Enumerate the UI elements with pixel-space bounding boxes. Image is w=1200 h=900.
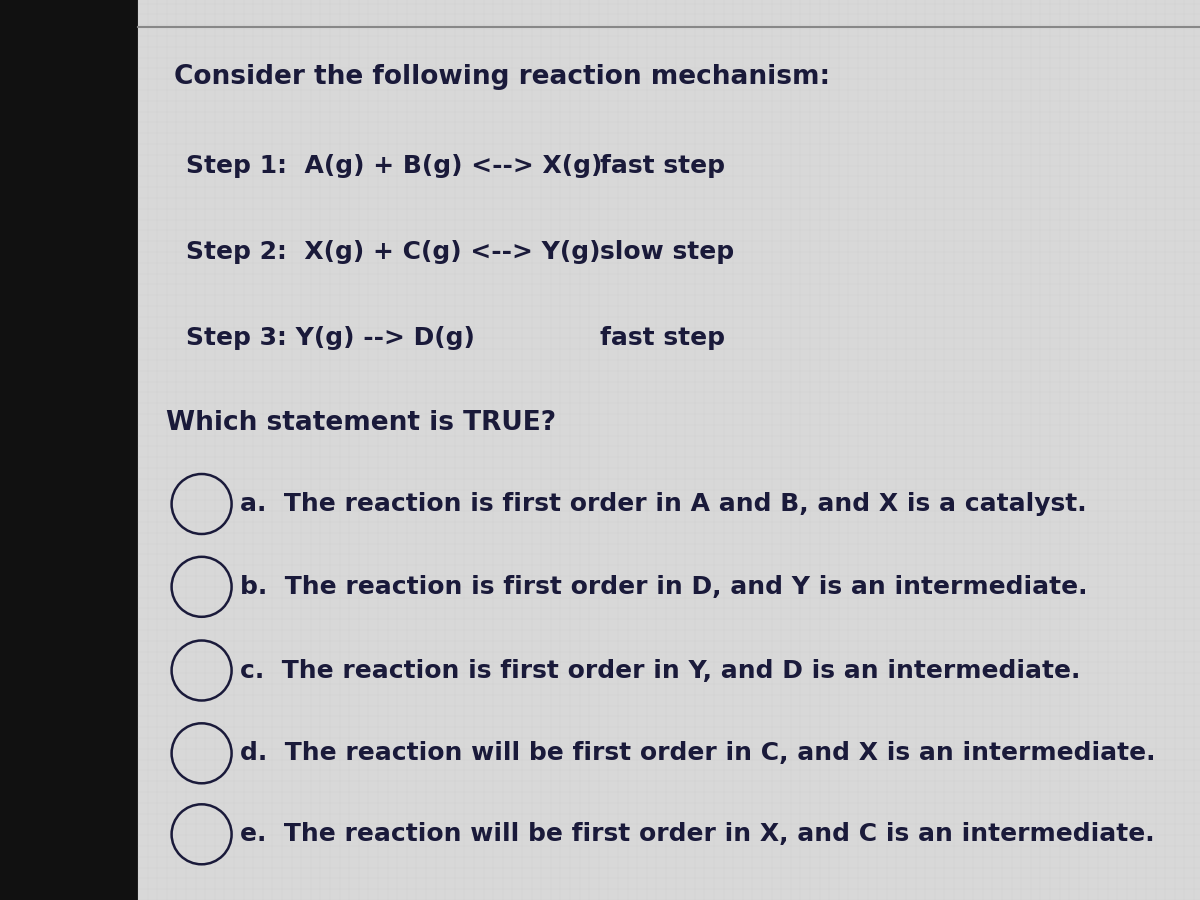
Text: c.  The reaction is first order in Y, and D is an intermediate.: c. The reaction is first order in Y, and… — [240, 659, 1080, 682]
Text: fast step: fast step — [600, 155, 725, 178]
Bar — [0, 0, 138, 900]
Text: slow step: slow step — [600, 240, 734, 264]
Text: a.  The reaction is first order in A and B, and X is a catalyst.: a. The reaction is first order in A and … — [240, 492, 1087, 516]
Text: fast step: fast step — [600, 326, 725, 349]
Text: b.  The reaction is first order in D, and Y is an intermediate.: b. The reaction is first order in D, and… — [240, 575, 1087, 598]
Text: Consider the following reaction mechanism:: Consider the following reaction mechanis… — [174, 64, 830, 89]
Text: Step 2:  X(g) + C(g) <--> Y(g): Step 2: X(g) + C(g) <--> Y(g) — [186, 240, 600, 264]
Bar — [138, 0, 1200, 900]
Text: Step 1:  A(g) + B(g) <--> X(g): Step 1: A(g) + B(g) <--> X(g) — [186, 155, 602, 178]
Text: d.  The reaction will be first order in C, and X is an intermediate.: d. The reaction will be first order in C… — [240, 742, 1156, 765]
Text: Which statement is TRUE?: Which statement is TRUE? — [166, 410, 556, 436]
Text: e.  The reaction will be first order in X, and C is an intermediate.: e. The reaction will be first order in X… — [240, 823, 1154, 846]
Text: Step 3: Y(g) --> D(g): Step 3: Y(g) --> D(g) — [186, 326, 475, 349]
